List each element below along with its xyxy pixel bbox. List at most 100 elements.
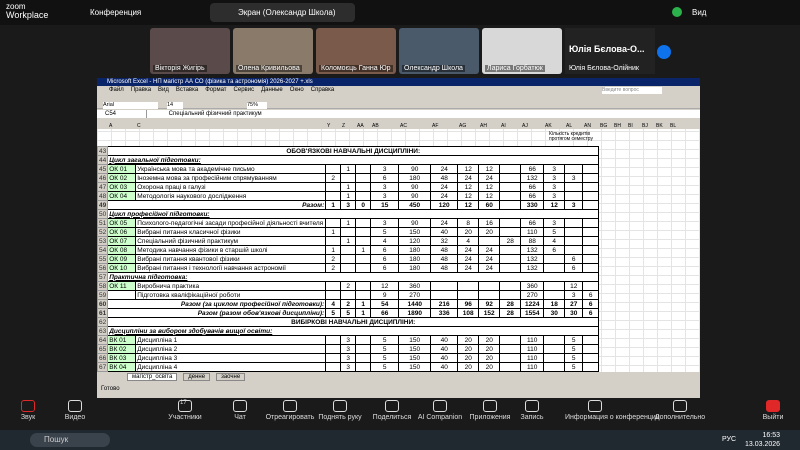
tab[interactable]: Конференция [90, 8, 142, 17]
toolbar-button[interactable]: Поделиться [362, 398, 422, 421]
toolbar-button[interactable]: Поднять руку [310, 398, 370, 421]
cell: 5 [325, 308, 342, 318]
cell: 15 [370, 200, 400, 210]
tab[interactable]: Экран (Олександр Школа) [210, 3, 355, 22]
cell: 5 [370, 353, 400, 363]
zoom-box[interactable]: 75% [247, 102, 267, 109]
toolbar-button[interactable]: Выйти [743, 398, 800, 421]
cell: 150 [398, 344, 432, 354]
cell: 5 [370, 362, 400, 372]
menu-item[interactable]: Файл [109, 87, 124, 93]
cell: 20 [478, 227, 501, 237]
cell: 1 [325, 227, 342, 237]
discipline-name: Спеціальний фізичний практикум [135, 236, 327, 246]
cell: 40 [430, 362, 459, 372]
cell: 3 [564, 200, 584, 210]
column-letter: BK [656, 123, 663, 129]
toolbar-button[interactable]: Участники [155, 398, 215, 421]
menu-item[interactable]: Окно [289, 87, 304, 93]
cell [582, 245, 600, 255]
row-number: 48 [97, 191, 109, 201]
cell: 180 [398, 245, 432, 255]
cell: 5 [370, 344, 400, 354]
title-bar: zoom Workplace Конференция Экран (Олексан… [0, 0, 800, 25]
column-letter: AL [566, 123, 573, 129]
discipline-name: Іноземна мова за професійним спрямування… [135, 173, 327, 183]
font-box[interactable]: Arial [103, 102, 158, 109]
size-box[interactable]: 14 [167, 102, 183, 109]
toolbar-button[interactable]: AI Companion [410, 398, 470, 421]
toolbar-button[interactable]: Чат [210, 398, 270, 421]
cell: 5 [370, 335, 400, 345]
cell [582, 173, 600, 183]
cell: 3 [340, 200, 357, 210]
column-letter: AC [400, 123, 407, 129]
sheet-tab[interactable]: заочне [216, 373, 246, 381]
cell: 24 [457, 263, 480, 273]
menu-item[interactable]: Вид [158, 87, 169, 93]
cell: 5 [564, 362, 584, 372]
row-number: 67 [97, 362, 109, 372]
cell: 1 [325, 200, 342, 210]
cell: 40 [430, 227, 459, 237]
row-number: 62 [97, 317, 109, 327]
row-number: 44 [97, 155, 109, 165]
cell [340, 263, 357, 273]
cell: 12 [457, 200, 480, 210]
column-letter: AN [584, 123, 591, 129]
cell: 6 [582, 308, 600, 318]
button-label: Дополнительно [654, 414, 706, 421]
language: РУС [722, 436, 737, 443]
status-bar: Готово [101, 386, 120, 392]
sheet-tab[interactable]: денне [183, 373, 211, 381]
cell [355, 254, 372, 264]
toolbar-button[interactable]: Запись [502, 398, 562, 421]
cell [355, 353, 372, 363]
cell: 3 [370, 164, 400, 174]
help-box[interactable]: Введите вопрос [602, 87, 662, 94]
icon [766, 400, 780, 412]
cell: 3 [340, 353, 357, 363]
cell [564, 218, 584, 228]
table-row: 44 Цикл загальної підготовки: [97, 155, 600, 165]
cell: 216 [430, 299, 459, 309]
menu-item[interactable]: Формат [205, 87, 227, 93]
view-button[interactable]: Вид [692, 8, 707, 17]
cell [582, 218, 600, 228]
cell: 5 [564, 353, 584, 363]
column-letter: C [137, 123, 141, 129]
toolbar-button[interactable]: Отреагировать [260, 398, 320, 421]
cell: 48 [430, 245, 459, 255]
discipline-name: Вибрані питання квантової фізики [135, 254, 327, 264]
code: ВК 04 [107, 362, 137, 372]
toolbar-button[interactable]: Видео [45, 398, 105, 421]
spotlight-big: Юлія Бєлова-О... [569, 44, 645, 54]
cell: 6 [370, 173, 400, 183]
cell: 40 [430, 353, 459, 363]
cell [355, 362, 372, 372]
cell: 66 [520, 182, 545, 192]
cell: 54 [370, 299, 400, 309]
cell [499, 200, 522, 210]
toolbar-button[interactable]: Информация о конференции [565, 398, 660, 421]
menu-item[interactable]: Сервис [233, 87, 255, 93]
menu-item[interactable]: Правка [130, 87, 152, 93]
cell: 92 [478, 299, 501, 309]
toolbar-button[interactable]: Звук [0, 398, 58, 421]
cell: 132 [520, 245, 545, 255]
search-box[interactable]: Пошук [30, 433, 110, 447]
table-row: 51 ОК 05 Психолого-педагогічні засади проф… [97, 218, 600, 228]
row-number: 61 [97, 308, 109, 318]
toolbar-button[interactable]: Приложения [460, 398, 520, 421]
sheet-tab[interactable]: магістр_освіта [127, 373, 178, 381]
menu-item[interactable]: Данные [261, 87, 283, 93]
menu-item[interactable]: Вставка [175, 87, 199, 93]
next-button[interactable] [657, 45, 671, 59]
toolbar-button[interactable]: Дополнительно [650, 398, 710, 421]
cell: 66 [520, 218, 545, 228]
menu-item[interactable]: Справка [310, 87, 335, 93]
row-number: 65 [97, 344, 109, 354]
table-row: 55 ОК 09 Вибрані питання квантової фізики 2… [97, 254, 600, 264]
cell: 150 [398, 353, 432, 363]
clock: 16:53 13.03.2026 [745, 431, 780, 449]
